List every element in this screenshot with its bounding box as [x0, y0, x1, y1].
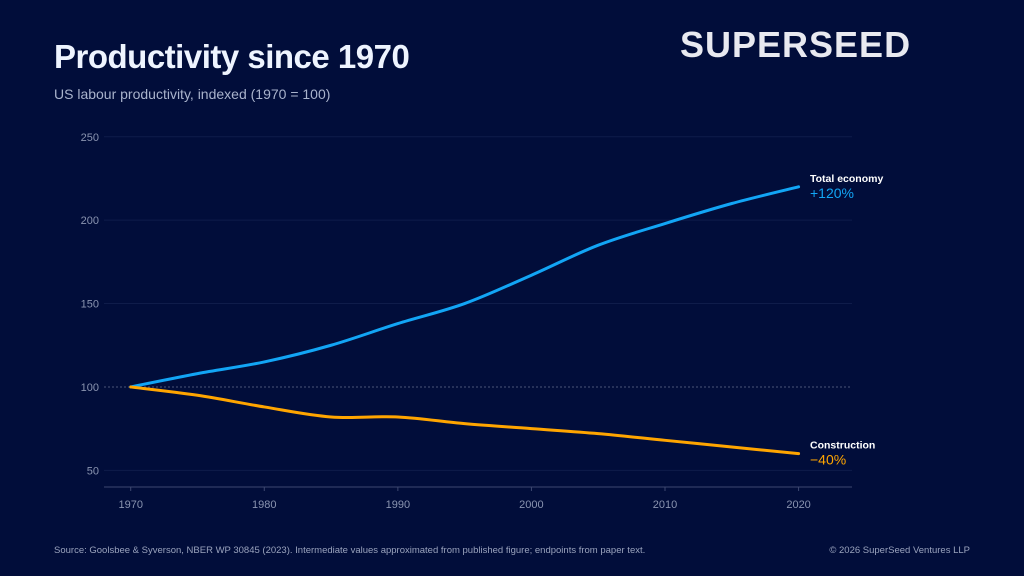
series-label-total-economy: Total economy [810, 173, 883, 185]
series-line-construction [129, 385, 801, 456]
series-change-total-economy: +120% [810, 185, 854, 201]
copyright: © 2026 SuperSeed Ventures LLP [829, 545, 970, 556]
series-label-construction: Construction [810, 440, 875, 452]
x-tick-label: 2010 [653, 499, 677, 511]
y-tick-label: 150 [81, 299, 99, 311]
y-tick-label: 250 [81, 132, 99, 144]
series-change-construction: −40% [810, 452, 846, 468]
series-line-total-economy [129, 185, 801, 389]
y-tick-label: 100 [81, 382, 99, 394]
x-tick-label: 2000 [519, 499, 543, 511]
superseed-logo: SUPERSEED [680, 24, 912, 65]
y-tick-label: 50 [87, 465, 99, 477]
chart-subtitle: US labour productivity, indexed (1970 = … [54, 86, 331, 102]
x-tick-label: 1980 [252, 499, 276, 511]
x-tick-label: 2020 [786, 499, 810, 511]
x-tick-label: 1970 [118, 499, 142, 511]
x-tick-label: 1990 [386, 499, 410, 511]
chart-title: Productivity since 1970 [54, 38, 410, 75]
source-note: Source: Goolsbee & Syverson, NBER WP 308… [54, 545, 646, 556]
y-tick-label: 200 [81, 215, 99, 227]
